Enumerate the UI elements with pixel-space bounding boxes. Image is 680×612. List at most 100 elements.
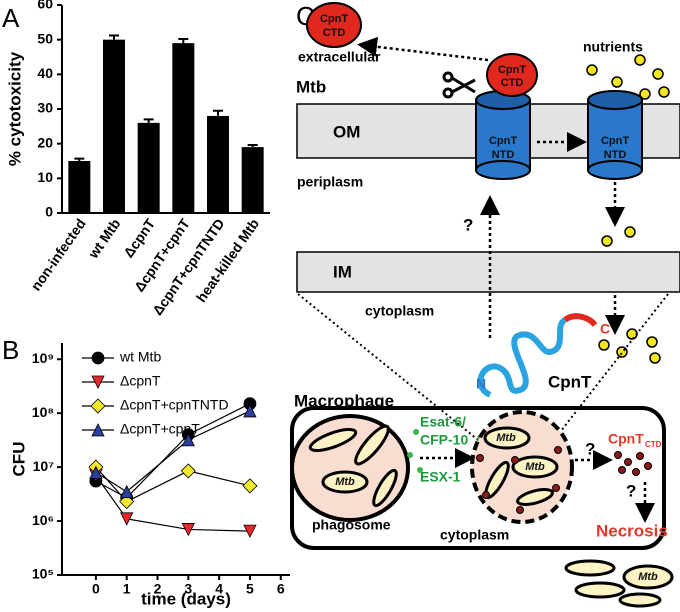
nutrient-dots [586,54,670,364]
label: C [600,321,610,337]
y-tick-label: 60 [37,0,53,12]
bacilli [308,424,398,508]
inner-membrane [296,251,680,293]
bacilli [483,426,559,506]
error-bar [109,34,119,40]
y-axis-title: % cytotoxicity [5,51,24,166]
label: nutrients [583,39,643,55]
ctd-dots [476,446,652,514]
ntd-label: CpnT [601,135,629,147]
diagram: C CpnT CTD extracellular Mtb nutrients O… [290,1,680,608]
bar [172,43,195,214]
label: ESX-1 [420,469,461,485]
bacilli [564,559,674,608]
ntd-label: NTD [604,149,627,161]
y-tick-label: 50 [37,30,53,46]
label: OM [333,122,360,141]
y-tick-label: 20 [37,134,53,150]
y-tick-label: 40 [37,65,53,81]
marker [120,484,134,499]
label: CFP-10 [420,432,468,448]
y-tick-label: 10⁷ [33,458,55,474]
error-bar [213,109,223,116]
x-tick-label: heat-killed Mtb [193,216,262,305]
label: CpnT [548,372,592,391]
label: Macrophage [294,391,394,410]
label: N [476,376,486,392]
label: IM [333,262,352,281]
x-tick-label: 4 [215,581,223,597]
panel-label: A [2,3,20,33]
y-tick-label: 10⁵ [32,566,54,582]
label: Esat-6/ [420,414,466,430]
y-axis-title: CFU [9,442,28,477]
x-tick-label: 1 [123,581,131,597]
y-tick-label: 10 [37,169,53,185]
x-tick-label: 5 [246,581,254,597]
y-tick-label: 10⁶ [32,512,54,528]
question: ? [626,481,636,500]
legend-label: ΔcpnT [120,373,161,389]
ctd-domain [306,2,362,48]
x-tick-label: 2 [154,581,162,597]
zoom-line [556,293,669,437]
label: phagosome [312,517,391,533]
label: Necrosis [596,521,668,540]
bar [68,161,91,213]
legend-marker [91,351,105,365]
ctd-label: CTD [501,77,524,89]
question: ? [463,215,473,234]
x-tick-label: non-infected [28,216,89,294]
error-bar [74,157,85,161]
marker [242,478,258,494]
label: extracellular [298,49,381,65]
legend-label: wt Mtb [119,349,161,365]
zoom-line [297,293,489,449]
x-axis-title: time (days) [141,589,231,608]
x-tick-label: 3 [184,581,192,597]
label: Mtb [496,432,516,444]
ctd-label: CpnT [498,64,526,76]
y-tick-label: 30 [37,100,53,116]
cpnt-channel [475,90,643,180]
bar [241,147,264,213]
label: cytoplasm [440,527,509,543]
label: Mtb [335,476,355,488]
marker [243,524,257,539]
question: ? [585,439,595,458]
label: periplasm [297,174,363,190]
ctd-label: CTD [323,27,346,39]
bar [103,39,125,213]
series-line [95,410,251,493]
x-tick-label: 6 [277,581,285,597]
marker [120,512,134,526]
legend-marker [91,375,105,389]
y-tick-label: 10⁸ [32,404,54,420]
legend-label: ΔcpnT+cpnT [120,421,200,437]
y-tick-label: 0 [45,204,53,220]
x-tick-label: wt Mtb [84,216,123,262]
marker [243,404,257,418]
marker [180,463,196,479]
legend-label: ΔcpnT+cpnTNTD [120,397,229,413]
label: Mtb [638,571,658,583]
marker [89,465,103,479]
bar [137,122,160,213]
bar [207,115,229,213]
ntd-label: CpnT [489,135,517,147]
label: cytoplasm [365,303,434,319]
series-line [95,475,250,532]
series-line [95,403,251,499]
label: CTD [645,440,662,449]
series-line [95,466,251,503]
ctd-domain [486,53,538,97]
y-tick-label: 10⁹ [32,350,54,366]
ntd-label: NTD [492,149,515,161]
error-bar [143,118,154,123]
marker [181,523,195,537]
label: Mtb [296,77,326,96]
panel-label: B [2,335,19,365]
legend-marker [91,423,105,437]
x-tick-label: 0 [92,581,100,597]
